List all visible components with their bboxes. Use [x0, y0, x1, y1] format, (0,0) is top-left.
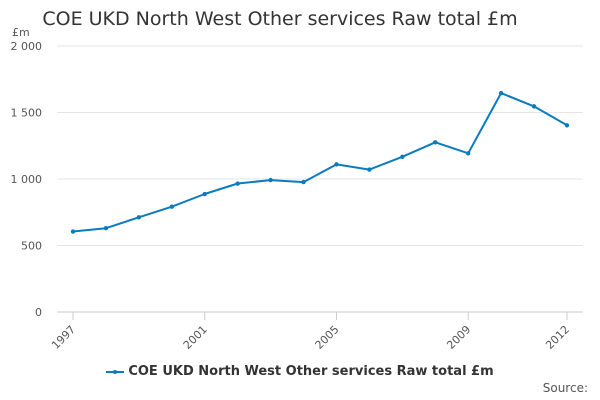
data-point[interactable]	[235, 181, 240, 186]
x-tick-label: 1997	[49, 323, 78, 352]
x-axis-ticks: 1997 2001 2005 2009 2012	[49, 312, 572, 352]
legend-swatch	[106, 367, 125, 377]
data-point[interactable]	[466, 151, 471, 156]
data-point[interactable]	[367, 167, 372, 172]
series-line	[72, 92, 568, 233]
data-point[interactable]	[334, 162, 339, 167]
gridlines	[57, 45, 583, 313]
data-point[interactable]	[70, 229, 76, 234]
data-point[interactable]	[103, 226, 109, 231]
y-axis-label: £m	[12, 26, 30, 39]
source-label: Source:	[542, 381, 588, 395]
y-tick-label: 2 000	[11, 40, 43, 53]
data-point[interactable]	[531, 104, 537, 109]
x-tick-label: 2001	[181, 323, 210, 352]
legend-label: COE UKD North West Other services Raw to…	[128, 364, 494, 379]
data-point[interactable]	[400, 154, 405, 159]
data-point[interactable]	[433, 140, 438, 145]
y-tick-label: 1 500	[11, 107, 43, 120]
data-point[interactable]	[169, 204, 174, 209]
data-point[interactable]	[301, 179, 306, 185]
data-point[interactable]	[564, 123, 570, 128]
chart-title: COE UKD North West Other services Raw to…	[42, 8, 518, 30]
y-axis-ticks: 0 500 1 000 1 500 2 000	[11, 40, 43, 319]
y-tick-label: 1 000	[11, 173, 43, 186]
legend[interactable]: COE UKD North West Other services Raw to…	[0, 364, 600, 379]
y-tick-label: 0	[35, 306, 42, 319]
data-point[interactable]	[268, 177, 273, 183]
data-point[interactable]	[202, 191, 207, 197]
x-tick-label: 2009	[444, 323, 473, 352]
x-tick-label: 2012	[543, 323, 572, 352]
data-point[interactable]	[136, 215, 142, 220]
y-tick-label: 500	[21, 240, 42, 253]
data-point[interactable]	[498, 90, 504, 96]
x-tick-label: 2005	[313, 323, 342, 352]
series-group	[70, 90, 570, 234]
